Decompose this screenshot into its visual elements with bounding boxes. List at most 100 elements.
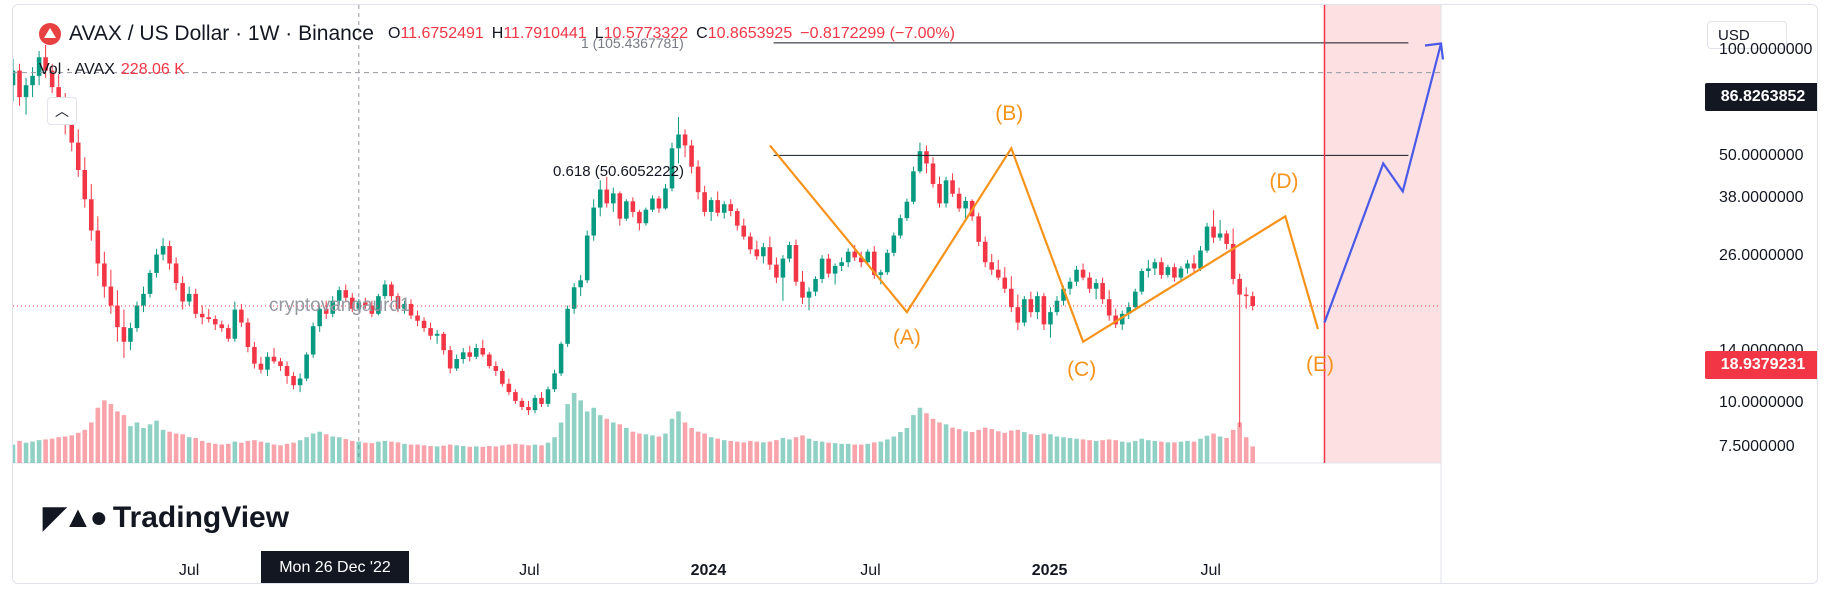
volume-bar (1250, 446, 1255, 463)
y-tick-label: 38.0000000 (1719, 189, 1804, 207)
candle-body (356, 302, 362, 309)
volume-bar (1080, 439, 1086, 463)
volume-bar (1211, 433, 1216, 463)
candle-body (395, 296, 401, 309)
candle-body (904, 201, 910, 219)
currency-selector[interactable]: USD (1707, 21, 1787, 49)
volume-bar (891, 436, 897, 463)
volume-bar (761, 442, 766, 463)
volume-bar (1243, 437, 1249, 463)
volume-bar (624, 428, 629, 463)
volume-bar (898, 432, 903, 463)
volume-bar (597, 415, 603, 463)
volume-bar (969, 432, 975, 463)
candle-body (460, 352, 466, 360)
volume-bar (284, 443, 290, 463)
candle-body (428, 328, 433, 336)
volume-bar (13, 444, 16, 463)
candle-body (271, 356, 277, 362)
volume-bar (571, 393, 577, 463)
candle-body (1041, 296, 1047, 325)
high-label: H (491, 25, 504, 42)
chart-canvas[interactable] (13, 5, 1818, 584)
volume-bar (447, 444, 453, 463)
candle-body (75, 142, 81, 171)
candle-body (297, 378, 303, 386)
candle-body (526, 406, 531, 411)
y-tick-label: 100.0000000 (1719, 40, 1813, 58)
volume-bar (102, 400, 107, 463)
volume-bar (330, 436, 335, 463)
volume-bar (69, 435, 75, 463)
volume-bar (350, 440, 355, 463)
volume-bar (604, 418, 610, 463)
candle-body (1061, 288, 1066, 301)
x-tick-label: Jul (519, 562, 540, 579)
x-tick-label: 2025 (1031, 562, 1068, 579)
volume-bar (95, 407, 101, 463)
candle-body (36, 57, 42, 76)
candle-body (852, 251, 857, 258)
volume-bar (852, 444, 857, 463)
volume-bar (356, 441, 362, 463)
volume-bar (1178, 441, 1184, 463)
symbol-title[interactable]: AVAX / US Dollar · 1W · Binance (69, 22, 374, 45)
volume-bar (963, 431, 968, 463)
volume-bar (56, 437, 61, 463)
candle-body (898, 218, 903, 236)
volume-bar (226, 443, 231, 463)
wave-label: (B) (995, 102, 1024, 126)
candle-body (1035, 296, 1040, 313)
tradingview-logo[interactable]: ◤▲● TradingView (43, 500, 289, 535)
candle-body (845, 251, 851, 263)
change-value: −0.8172299 (−7.00%) (800, 25, 956, 42)
volume-bar (1048, 434, 1053, 463)
candle-body (1067, 281, 1073, 289)
volume-legend[interactable]: Vol · AVAX 228.06 K (39, 61, 185, 79)
volume-bar (826, 442, 831, 463)
volume-bar (904, 428, 910, 463)
candle-body (995, 269, 1001, 278)
x-tick-label: Jul (1200, 562, 1221, 579)
candle-body (1074, 269, 1079, 282)
volume-bar (885, 439, 890, 463)
candle-body (160, 246, 166, 255)
volume-bar (1172, 442, 1177, 463)
candle-body (787, 245, 792, 259)
volume-bar (128, 426, 133, 463)
candle-body (806, 291, 812, 298)
candle-body (617, 193, 623, 219)
volume-bar (173, 433, 179, 463)
volume-bar (434, 446, 440, 463)
close-label: C (696, 25, 708, 42)
wave-label: (D) (1269, 170, 1299, 194)
volume-bar (1067, 437, 1073, 463)
chart-frame: AVAX / US Dollar · 1W · Binance O 11.6752… (12, 4, 1818, 584)
candle-body (754, 249, 760, 257)
volume-bar (154, 420, 159, 463)
candle-body (317, 308, 322, 327)
candle-body (219, 324, 225, 329)
candle-body (552, 373, 557, 390)
candle-body (1113, 315, 1118, 325)
candle-body (539, 397, 544, 404)
volume-bar (989, 429, 995, 463)
volume-bar (36, 440, 42, 463)
candle-body (800, 281, 805, 298)
volume-bar (976, 429, 981, 463)
volume-bar (1054, 436, 1060, 463)
volume-bar (1087, 440, 1092, 463)
symbol-legend[interactable]: AVAX / US Dollar · 1W · Binance O 11.6752… (39, 22, 963, 46)
candle-body (819, 258, 825, 279)
volume-bar (1119, 441, 1125, 463)
volume-bar (1022, 432, 1027, 463)
volume-bar (526, 445, 531, 463)
candle-body (1250, 296, 1255, 307)
candle-body (212, 319, 218, 325)
collapse-legend-button[interactable]: ︿ (47, 97, 77, 125)
candle-body (871, 251, 877, 275)
candle-body (69, 124, 75, 143)
volume-bar (23, 442, 29, 463)
candle-body (323, 308, 329, 314)
volume-bar (663, 433, 668, 463)
